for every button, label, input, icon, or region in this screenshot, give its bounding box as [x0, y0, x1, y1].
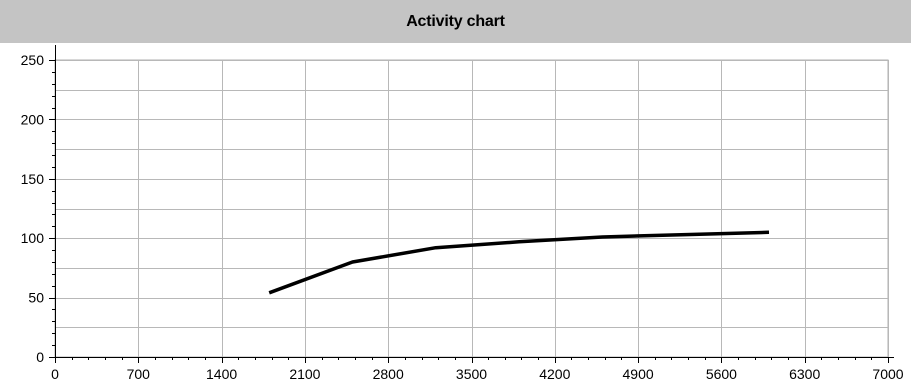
chart-title: Activity chart	[406, 12, 505, 30]
axes-layer	[49, 45, 894, 363]
y-tick-label: 0	[36, 349, 44, 365]
x-tick-label: 7000	[872, 366, 903, 382]
x-tick-label: 1400	[206, 366, 237, 382]
x-tick-label: 2800	[373, 366, 404, 382]
x-tick-label: 5600	[706, 366, 737, 382]
plot-area-border	[54, 59, 889, 358]
grid-layer	[54, 59, 889, 358]
x-tick-label: 2100	[289, 366, 320, 382]
x-tick-label: 0	[51, 366, 59, 382]
y-tick-label: 200	[21, 111, 45, 127]
x-tick-label: 4900	[623, 366, 654, 382]
tick-labels-layer: 0 700 1400 2100 2800 3500 4200 4900 5600 6300 7000…	[21, 52, 904, 382]
y-tick-label: 250	[21, 52, 45, 68]
chart-title-bar: Activity chart	[0, 0, 911, 43]
y-tick-label: 150	[21, 171, 45, 187]
series-layer	[268, 230, 770, 295]
x-tick-label: 3500	[456, 366, 487, 382]
y-tick-label: 50	[28, 290, 44, 306]
x-tick-label: 700	[127, 366, 151, 382]
series-line	[268, 230, 770, 295]
y-tick-label: 100	[21, 230, 45, 246]
x-tick-label: 4200	[539, 366, 570, 382]
x-tick-label: 6300	[789, 366, 820, 382]
